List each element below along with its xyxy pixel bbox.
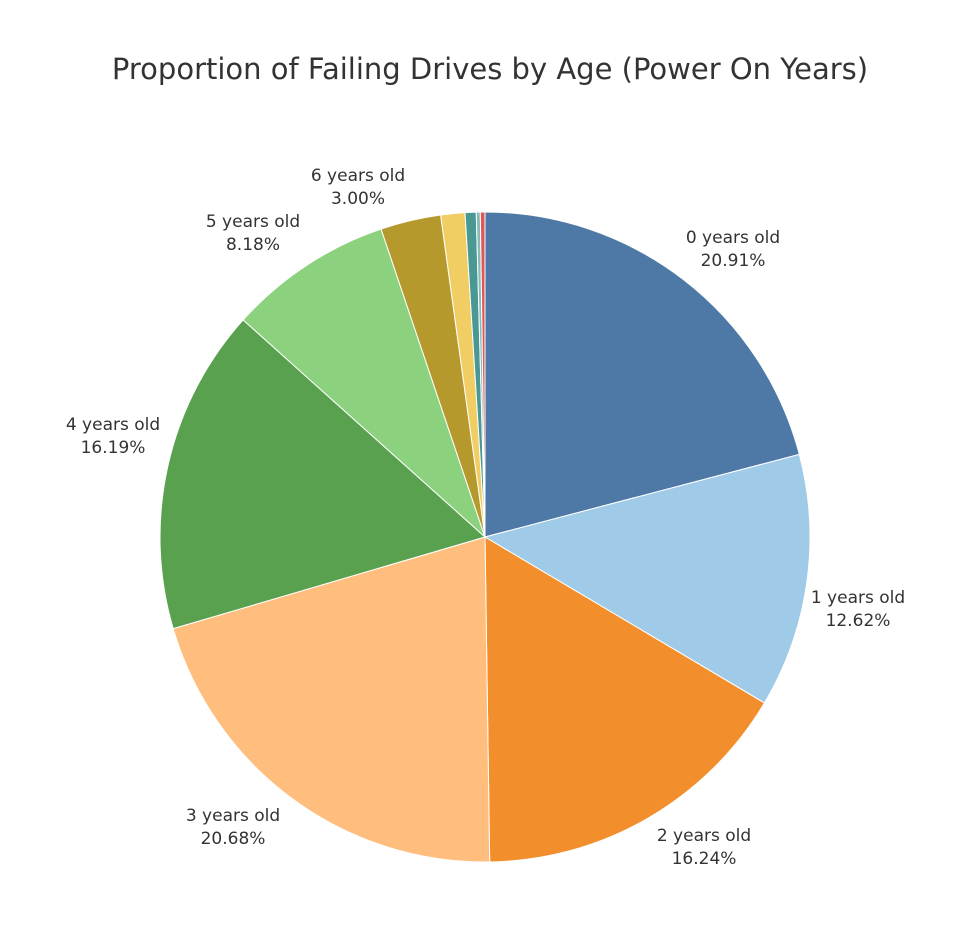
pie-slice <box>483 453 811 704</box>
slice-label-name: 1 years old <box>810 588 906 608</box>
pie-slice <box>159 319 487 630</box>
pie-slice <box>172 536 491 863</box>
slice-label-name: 0 years old <box>685 228 781 248</box>
slice-label-value: 16.24% <box>671 849 737 869</box>
pie-slice <box>242 228 487 539</box>
slice-label: 0 years old 20.91% <box>686 227 780 273</box>
slice-label: 5 years old 8.18% <box>206 211 300 257</box>
slice-label: 2 years old 16.24% <box>657 825 751 871</box>
slice-label-name: 2 years old <box>656 826 752 846</box>
slice-label-value: 8.18% <box>225 235 281 255</box>
slice-label-value: 3.00% <box>330 189 386 209</box>
slice-label-value: 20.68% <box>200 829 266 849</box>
slice-label-value: 12.62% <box>825 611 891 631</box>
slice-label: 3 years old 20.68% <box>186 805 280 851</box>
slice-label: 1 years old 12.62% <box>811 587 905 633</box>
slice-label-name: 6 years old <box>310 166 406 186</box>
chart-title: Proportion of Failing Drives by Age (Pow… <box>111 52 869 86</box>
pie-slice <box>484 211 800 538</box>
pie-slice <box>479 211 486 538</box>
slice-label: 6 years old 3.00% <box>311 165 405 211</box>
pie-slice <box>484 536 766 863</box>
slice-label-name: 5 years old <box>205 212 301 232</box>
slice-label-value: 20.91% <box>700 251 766 271</box>
slice-label-value: 16.19% <box>80 438 146 458</box>
slice-label-name: 3 years old <box>185 806 281 826</box>
slice-label-name: 4 years old <box>65 415 161 435</box>
slice-label: 4 years old 16.19% <box>66 414 160 460</box>
